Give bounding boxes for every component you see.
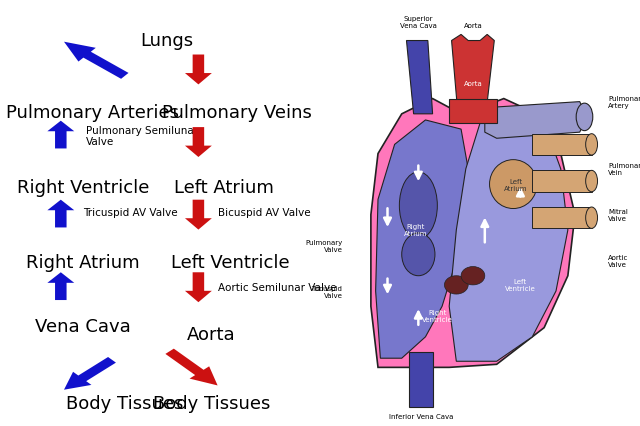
- Text: Tricuspid AV Valve: Tricuspid AV Valve: [83, 208, 178, 218]
- Text: Right
Atrium: Right Atrium: [404, 224, 428, 237]
- Text: Inferior Vena Cava: Inferior Vena Cava: [388, 413, 453, 419]
- Text: Superior
Vena Cava: Superior Vena Cava: [400, 16, 436, 29]
- Polygon shape: [449, 109, 568, 361]
- Polygon shape: [532, 134, 591, 155]
- Text: Bicuspid AV Valve: Bicuspid AV Valve: [218, 208, 310, 218]
- Polygon shape: [406, 41, 433, 115]
- Text: Mitral
Valve: Mitral Valve: [608, 209, 628, 222]
- Polygon shape: [47, 121, 74, 149]
- Polygon shape: [452, 35, 494, 124]
- Polygon shape: [64, 357, 116, 390]
- Ellipse shape: [586, 171, 598, 192]
- Text: Aorta: Aorta: [463, 81, 483, 87]
- Polygon shape: [532, 171, 591, 192]
- Text: Left Ventricle: Left Ventricle: [171, 253, 290, 271]
- Ellipse shape: [461, 267, 485, 285]
- Text: Right Ventricle: Right Ventricle: [17, 178, 149, 196]
- Text: Right Atrium: Right Atrium: [26, 253, 140, 271]
- Polygon shape: [532, 207, 591, 229]
- Polygon shape: [47, 200, 74, 228]
- Text: Aorta: Aorta: [463, 23, 483, 29]
- Ellipse shape: [576, 104, 593, 131]
- Polygon shape: [485, 102, 587, 139]
- Polygon shape: [165, 349, 218, 386]
- Text: Pulmonary
Valve: Pulmonary Valve: [305, 239, 342, 252]
- Text: Right
Ventricle: Right Ventricle: [422, 309, 452, 322]
- Ellipse shape: [399, 173, 437, 239]
- Text: Pulmonary
Artery: Pulmonary Artery: [608, 96, 640, 109]
- Text: Vena Cava: Vena Cava: [35, 317, 131, 335]
- Ellipse shape: [586, 207, 598, 229]
- Polygon shape: [449, 99, 497, 124]
- Polygon shape: [185, 273, 212, 302]
- Text: Pulmonary Veins: Pulmonary Veins: [162, 104, 312, 122]
- Ellipse shape: [402, 233, 435, 276]
- Text: Aortic
Valve: Aortic Valve: [608, 254, 628, 268]
- Polygon shape: [371, 99, 575, 368]
- Text: Pulmonary Arteries: Pulmonary Arteries: [6, 104, 179, 122]
- Polygon shape: [376, 121, 468, 358]
- Text: Aorta: Aorta: [187, 325, 236, 343]
- Text: Body Tissues: Body Tissues: [152, 394, 270, 412]
- Polygon shape: [47, 273, 74, 300]
- Polygon shape: [185, 128, 212, 158]
- Text: Left
Atrium: Left Atrium: [504, 178, 527, 191]
- Text: Lungs: Lungs: [140, 32, 193, 49]
- Text: Body Tissues: Body Tissues: [66, 394, 184, 412]
- Polygon shape: [64, 43, 129, 80]
- Text: Left Atrium: Left Atrium: [174, 178, 274, 196]
- Text: Pulmonary
Vein: Pulmonary Vein: [608, 163, 640, 176]
- Ellipse shape: [490, 160, 537, 209]
- Polygon shape: [185, 200, 212, 230]
- Ellipse shape: [444, 276, 468, 294]
- Ellipse shape: [586, 134, 598, 155]
- Text: Left
Ventricle: Left Ventricle: [505, 279, 536, 292]
- Polygon shape: [409, 352, 433, 407]
- Text: Tricuspid
Valve: Tricuspid Valve: [312, 285, 342, 298]
- Text: Pulmonary Semilunar
Valve: Pulmonary Semilunar Valve: [86, 126, 198, 147]
- Polygon shape: [185, 55, 212, 85]
- Text: Aortic Semilunar Valve: Aortic Semilunar Valve: [218, 282, 336, 293]
